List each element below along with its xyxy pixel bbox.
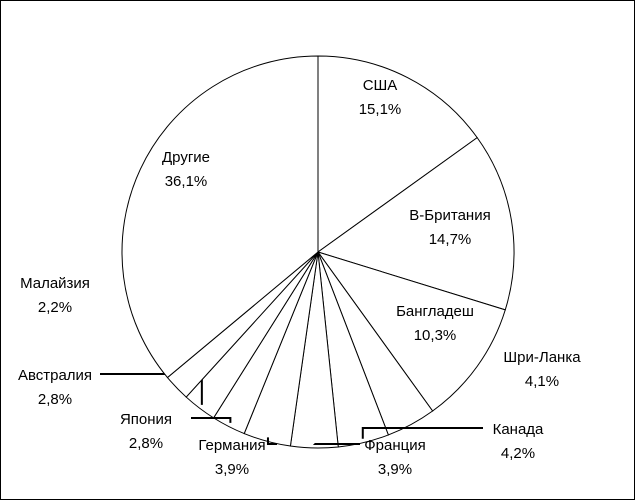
slice-value: 15,1% [359, 101, 402, 118]
slice-value: 4,2% [501, 445, 535, 462]
slice-value: 36,1% [165, 173, 208, 190]
slice-label: Малайзия [20, 275, 90, 292]
slice-value: 2,8% [129, 435, 163, 452]
slice-label: Другие [162, 149, 210, 166]
pie-slice [317, 55, 478, 253]
pie-slice [316, 251, 506, 412]
slice-value: 3,9% [215, 461, 249, 478]
slice-label: Канада [493, 421, 544, 438]
leader-line [361, 427, 483, 439]
leader-line [266, 437, 277, 445]
slice-label: В-Британия [409, 207, 490, 224]
pie-slice [121, 55, 319, 379]
slice-value: 3,9% [378, 461, 412, 478]
slice-value: 10,3% [414, 327, 457, 344]
slice-value: 4,1% [525, 373, 559, 390]
leader-line [191, 417, 232, 423]
slice-value: 2,2% [38, 299, 72, 316]
slice-label: Германия [198, 437, 265, 454]
slice-label: Австралия [18, 367, 92, 384]
slice-label: США [363, 77, 398, 94]
slice-label: Франция [364, 437, 425, 454]
slice-value: 2,8% [38, 391, 72, 408]
slice-label: Бангладеш [396, 303, 474, 320]
slice-label: Шри-Ланка [503, 349, 581, 366]
slice-label: Япония [120, 411, 172, 428]
slice-value: 14,7% [429, 231, 472, 248]
